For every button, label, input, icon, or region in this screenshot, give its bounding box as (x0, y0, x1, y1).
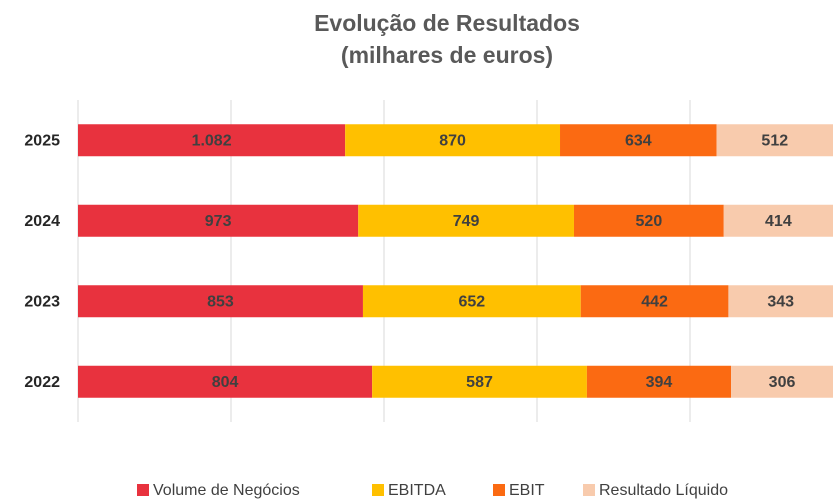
bar-segment (723, 204, 833, 237)
y-tick-label: 2022 (24, 374, 60, 391)
legend-swatch (583, 484, 595, 496)
bar-segment (78, 124, 346, 157)
bar-segment (345, 124, 561, 157)
y-tick-label: 2023 (24, 293, 60, 310)
data-label: 520 (636, 213, 663, 230)
legend-swatch (372, 484, 384, 496)
data-label: 512 (761, 132, 788, 149)
bar-segment (372, 365, 587, 398)
chart-title: Evolução de Resultados (314, 10, 580, 36)
data-label: 343 (767, 293, 794, 310)
data-label: 652 (459, 293, 486, 310)
data-label: 973 (205, 213, 232, 230)
y-tick-label: 2024 (24, 213, 60, 230)
data-label: 1.082 (192, 132, 232, 149)
bar-segment (560, 124, 717, 157)
bar-segment (728, 285, 833, 318)
data-label: 394 (646, 374, 673, 391)
data-label: 306 (769, 374, 796, 391)
bar-segment (78, 285, 363, 318)
bar-segment (78, 365, 373, 398)
legend-swatch (493, 484, 505, 496)
bar-segment (586, 365, 732, 398)
legend-label: EBITDA (388, 482, 446, 499)
legend-label: Resultado Líquido (599, 482, 728, 499)
data-label: 749 (453, 213, 480, 230)
bar-segment (573, 204, 724, 237)
bar-segment (716, 124, 833, 157)
bar-segment (358, 204, 574, 237)
chart-subtitle: (milhares de euros) (341, 42, 553, 68)
legend-label: EBIT (509, 482, 545, 499)
data-label: 634 (625, 132, 652, 149)
data-label: 414 (765, 213, 792, 230)
data-label: 853 (207, 293, 234, 310)
bar-segment (580, 285, 729, 318)
bar-segment (731, 365, 833, 398)
data-label: 587 (466, 374, 493, 391)
data-label: 804 (212, 374, 239, 391)
data-label: 442 (641, 293, 668, 310)
bar-segment (78, 204, 359, 237)
bar-segment (362, 285, 581, 318)
y-tick-label: 2025 (24, 132, 60, 149)
data-label: 870 (439, 132, 466, 149)
legend-swatch (137, 484, 149, 496)
legend-label: Volume de Negócios (153, 482, 300, 499)
